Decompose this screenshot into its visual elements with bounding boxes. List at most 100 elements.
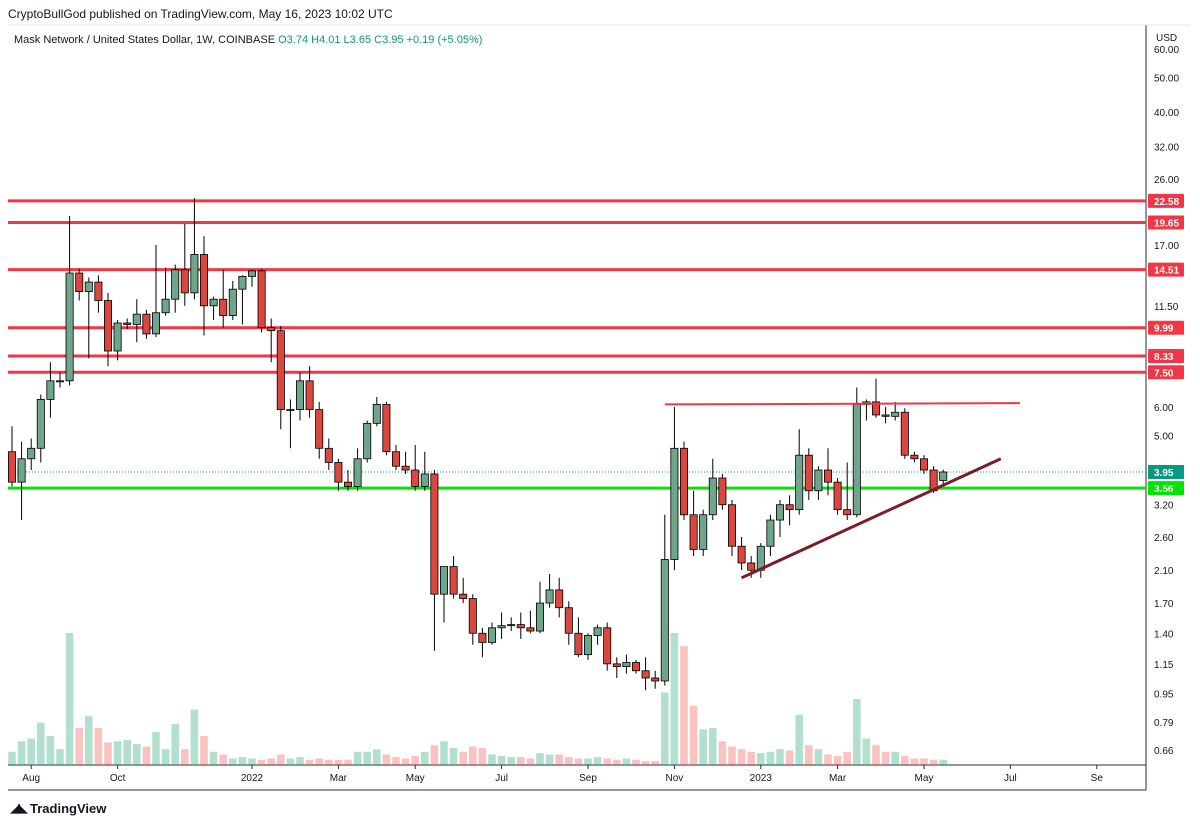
candle-body <box>708 477 717 516</box>
candle-body <box>891 411 900 417</box>
candle-body <box>526 627 535 632</box>
candle-body <box>420 473 429 487</box>
volume-bar <box>526 758 535 765</box>
price-tag <box>1148 262 1184 277</box>
candle-body <box>84 281 93 293</box>
volume-bar <box>161 749 170 765</box>
volume-bar <box>152 732 160 765</box>
price-tick-label: 2.60 <box>1154 533 1174 544</box>
volume-bar <box>373 749 381 765</box>
volume-bar <box>689 705 698 765</box>
price-tick-label: 0.79 <box>1154 718 1174 729</box>
candle-body <box>353 458 362 487</box>
candle-body <box>747 562 756 571</box>
volume-bar <box>56 749 64 765</box>
price-tags: 22.58 19.65 14.51 9.99 8.33 7.50 3.56 3.95 <box>1148 193 1184 496</box>
symbol-legend: Mask Network / United States Dollar, 1W,… <box>14 34 482 46</box>
candle-body <box>190 254 199 294</box>
candle-body <box>641 670 650 679</box>
candle-body <box>430 473 439 595</box>
price-tag-label: 19.65 <box>1154 219 1179 230</box>
volume-bar <box>8 751 16 765</box>
candle-body <box>238 275 247 290</box>
price-tag <box>1148 464 1184 479</box>
candle-body <box>171 269 180 300</box>
time-tick-label: Oct <box>110 773 126 784</box>
candle-body <box>795 454 804 511</box>
price-tick-label: 1.70 <box>1154 599 1174 610</box>
volume-bar <box>17 741 26 765</box>
candle-body <box>343 481 352 487</box>
resistance-line <box>664 402 1021 406</box>
candle-body <box>737 545 746 564</box>
candle-body <box>872 401 881 416</box>
volume-bar <box>718 741 727 765</box>
price-tick-label: 6.00 <box>1154 403 1174 414</box>
price-tick-label: 2.10 <box>1154 566 1174 577</box>
candle-body <box>75 272 84 293</box>
candle-body <box>900 411 909 456</box>
drawing-layer <box>664 402 1021 580</box>
volume-bar <box>555 754 563 765</box>
tradingview-logo[interactable]: ◢◣ TradingView <box>10 800 106 816</box>
trend-line <box>740 457 1002 580</box>
candle-body <box>228 288 237 316</box>
candle-body <box>487 627 496 643</box>
candle-body <box>670 447 679 560</box>
price-tag <box>1148 215 1184 230</box>
candle-body <box>401 465 410 471</box>
volume-bar <box>248 758 256 765</box>
volume-bar <box>133 743 141 765</box>
volume-bar <box>536 753 544 765</box>
candle-body <box>391 451 400 467</box>
candle-body <box>584 635 593 656</box>
volume-bar <box>65 633 74 765</box>
price-tag-label: 9.99 <box>1154 324 1174 335</box>
volume-bar <box>209 751 218 765</box>
volume-bar <box>94 728 103 765</box>
time-axis[interactable]: Aug Oct 2022 Mar May Jul Sep Nov 2023 Mar May Jul Se <box>22 765 1103 784</box>
volume-bar <box>305 759 314 765</box>
candle-body <box>7 451 16 483</box>
currency-label: USD <box>1156 33 1177 44</box>
volume-bar <box>190 709 199 765</box>
price-tick-label: 60.00 <box>1154 45 1179 56</box>
candle-body <box>459 593 468 599</box>
volume-bar <box>257 759 266 765</box>
candle-body <box>180 269 189 294</box>
volume-bar <box>104 742 112 765</box>
candle-body <box>824 469 833 483</box>
ohlc-change: +0.19 (+5.05%) <box>406 34 483 46</box>
volume-bar <box>651 761 659 765</box>
volume-bar <box>267 758 275 765</box>
volume-bar <box>891 751 899 765</box>
price-tag <box>1148 348 1184 363</box>
candle-body <box>411 469 420 487</box>
volume-bar <box>872 745 880 765</box>
candle-body <box>766 519 775 547</box>
candle-body <box>555 589 564 609</box>
price-tag <box>1148 320 1184 335</box>
volume-bar <box>814 749 823 765</box>
price-tick-label: 1.15 <box>1154 660 1174 671</box>
ohlc-close: C3.95 <box>374 34 404 46</box>
volume-bar <box>85 716 93 765</box>
candle-body <box>843 509 852 516</box>
candle-body <box>776 504 785 521</box>
candle-body <box>305 380 314 410</box>
candle-body <box>632 662 641 672</box>
volume-bar <box>488 754 496 765</box>
candle-body <box>881 414 890 417</box>
time-tick-label: Jul <box>495 773 508 784</box>
volume-bar <box>430 745 439 765</box>
candle-body <box>123 322 132 325</box>
volume-bar <box>728 746 736 765</box>
time-tick-label: Aug <box>22 773 40 784</box>
candle-body <box>267 327 276 332</box>
candle-body <box>363 422 372 460</box>
volume-bar <box>795 714 803 765</box>
price-axis[interactable]: 60.00 50.00 40.00 32.00 26.00 17.00 11.50 6.00 5… <box>1154 45 1179 757</box>
time-tick-label: Mar <box>330 773 348 784</box>
volume-bar <box>478 747 487 765</box>
